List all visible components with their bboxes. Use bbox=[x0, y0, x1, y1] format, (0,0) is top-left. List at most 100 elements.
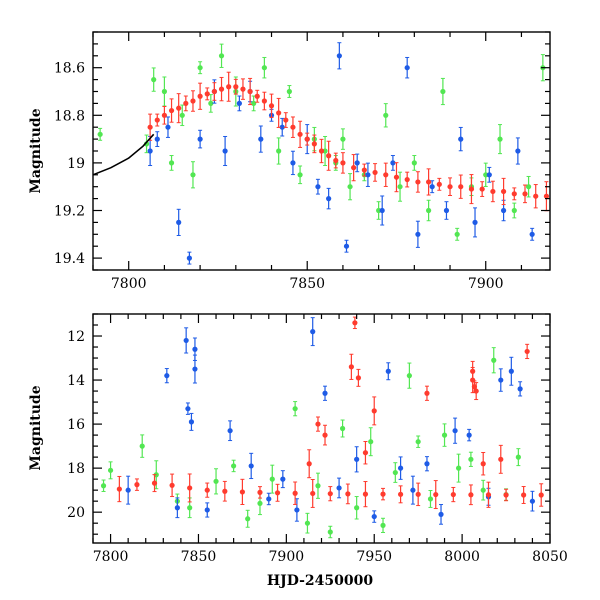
bottom-blue-data-point bbox=[174, 497, 180, 519]
top-green-data-point bbox=[497, 124, 503, 155]
top-red-data-point bbox=[511, 187, 517, 201]
bottom-blue-data-point bbox=[248, 452, 254, 480]
top-red-data-point bbox=[218, 76, 225, 102]
top-red-data-point bbox=[490, 180, 496, 203]
top-green-data-point bbox=[440, 77, 446, 106]
top-red-data-point bbox=[268, 93, 275, 118]
bottom-blue-data-point bbox=[310, 317, 316, 347]
top-red-data-point bbox=[383, 162, 389, 187]
top-red-data-point bbox=[500, 177, 507, 206]
bottom-x-tick-label: 8000 bbox=[444, 549, 480, 565]
top-red-data-point bbox=[276, 97, 282, 128]
bottom-blue-data-point bbox=[204, 502, 210, 518]
top-blue-data-point bbox=[315, 178, 321, 195]
bottom-red-data-point bbox=[498, 444, 504, 474]
bottom-blue-data-point bbox=[452, 417, 458, 444]
bottom-red-data-point bbox=[380, 487, 386, 501]
top-blue-data-point bbox=[515, 137, 521, 165]
top-green-data-point bbox=[168, 155, 175, 171]
bottom-green-data-point bbox=[406, 362, 412, 389]
bottom-x-axis-title: HJD-2450000 bbox=[267, 573, 374, 589]
bottom-red-data-point bbox=[468, 484, 474, 506]
bottom-green-data-point bbox=[480, 479, 486, 501]
top-blue-data-point bbox=[222, 135, 228, 167]
top-green-data-point bbox=[197, 61, 203, 75]
top-green-data-point bbox=[161, 76, 168, 107]
top-green-data-point bbox=[525, 175, 532, 198]
bottom-blue-data-point bbox=[498, 368, 504, 392]
bottom-blue-data-point bbox=[385, 362, 391, 381]
top-y-axis-title: Magnitude bbox=[28, 108, 44, 193]
bottom-red-data-point bbox=[327, 486, 333, 502]
top-red-data-point bbox=[372, 163, 378, 182]
bottom-red-data-point bbox=[538, 483, 544, 507]
bottom-green-data-point bbox=[468, 451, 474, 467]
bottom-red-data-point bbox=[116, 475, 122, 503]
top-green-data-point bbox=[251, 95, 257, 112]
bottom-blue-data-point bbox=[424, 456, 430, 472]
top-green-data-point bbox=[511, 202, 517, 219]
bottom-red-data-point bbox=[310, 478, 316, 508]
top-blue-data-point bbox=[176, 208, 182, 236]
bottom-green-data-point bbox=[441, 423, 448, 447]
top-red-data-point bbox=[226, 71, 232, 102]
bottom-blue-data-point bbox=[185, 402, 191, 415]
top-y-tick-label: 19 bbox=[67, 156, 85, 172]
bottom-blue-data-point bbox=[192, 354, 198, 384]
bottom-blue-data-point bbox=[125, 475, 131, 505]
bottom-red-data-point bbox=[306, 449, 312, 479]
bottom-green-data-point bbox=[231, 459, 237, 473]
bottom-axis-ticks: 7800 7850 7900 7950 8000 8050 12 14 16 18 20 bbox=[67, 313, 568, 565]
bottom-plot-frame bbox=[92, 313, 551, 544]
bottom-y-tick-label: 20 bbox=[67, 505, 85, 521]
bottom-green-data-point bbox=[368, 427, 374, 457]
top-red-data-point bbox=[393, 162, 400, 193]
bottom-red-data-point bbox=[239, 478, 246, 506]
top-blue-data-point bbox=[429, 180, 435, 194]
bottom-blue-data-point bbox=[354, 446, 360, 473]
top-blue-data-point bbox=[279, 117, 285, 137]
bottom-green-data-point bbox=[380, 517, 386, 533]
bottom-red-data-point bbox=[480, 452, 486, 476]
top-data-layer bbox=[93, 42, 550, 265]
bottom-green-data-point bbox=[107, 461, 114, 480]
bottom-red-data-point bbox=[222, 480, 228, 502]
bottom-blue-data-point bbox=[188, 412, 195, 431]
top-green-data-point bbox=[340, 128, 346, 150]
top-red-data-point bbox=[415, 171, 421, 193]
bottom-red-data-point bbox=[292, 481, 298, 505]
top-green-data-point bbox=[454, 227, 460, 241]
bottom-green-data-point bbox=[292, 401, 298, 417]
top-red-data-point bbox=[290, 116, 296, 138]
top-red-data-point bbox=[447, 177, 453, 197]
top-red-data-point bbox=[326, 140, 332, 171]
top-blue-data-point bbox=[529, 227, 535, 241]
top-green-data-point bbox=[411, 155, 417, 171]
top-blue-data-point bbox=[258, 125, 264, 153]
top-green-data-point bbox=[151, 67, 157, 92]
bottom-red-data-point bbox=[362, 481, 369, 508]
top-red-data-point bbox=[522, 184, 528, 204]
bottom-red-data-point bbox=[424, 385, 430, 401]
bottom-red-data-point bbox=[348, 353, 354, 380]
bottom-red-data-point bbox=[415, 482, 421, 507]
top-red-data-point bbox=[436, 177, 442, 191]
top-y-tick-label: 18.6 bbox=[54, 61, 85, 77]
top-blue-data-point bbox=[486, 166, 492, 183]
bottom-blue-data-point bbox=[466, 428, 472, 442]
top-red-data-point bbox=[283, 112, 289, 128]
bottom-blue-data-point bbox=[322, 385, 328, 401]
top-red-data-point bbox=[154, 113, 160, 127]
top-red-data-point bbox=[247, 77, 253, 106]
top-green-data-point bbox=[483, 162, 489, 187]
bottom-green-data-point bbox=[139, 434, 145, 458]
bottom-red-data-point bbox=[345, 483, 351, 505]
bottom-y-axis-title: Magnitude bbox=[28, 385, 44, 470]
top-axis-ticks: 7800 7850 7900 18.6 18.8 19 19.2 19.4 bbox=[54, 31, 550, 292]
top-red-data-point bbox=[204, 87, 210, 101]
bottom-green-data-point bbox=[427, 489, 434, 508]
bottom-blue-data-point bbox=[183, 327, 189, 354]
bottom-blue-data-point bbox=[280, 470, 286, 489]
bottom-green-data-point bbox=[304, 512, 311, 534]
top-blue-data-point bbox=[472, 207, 478, 238]
